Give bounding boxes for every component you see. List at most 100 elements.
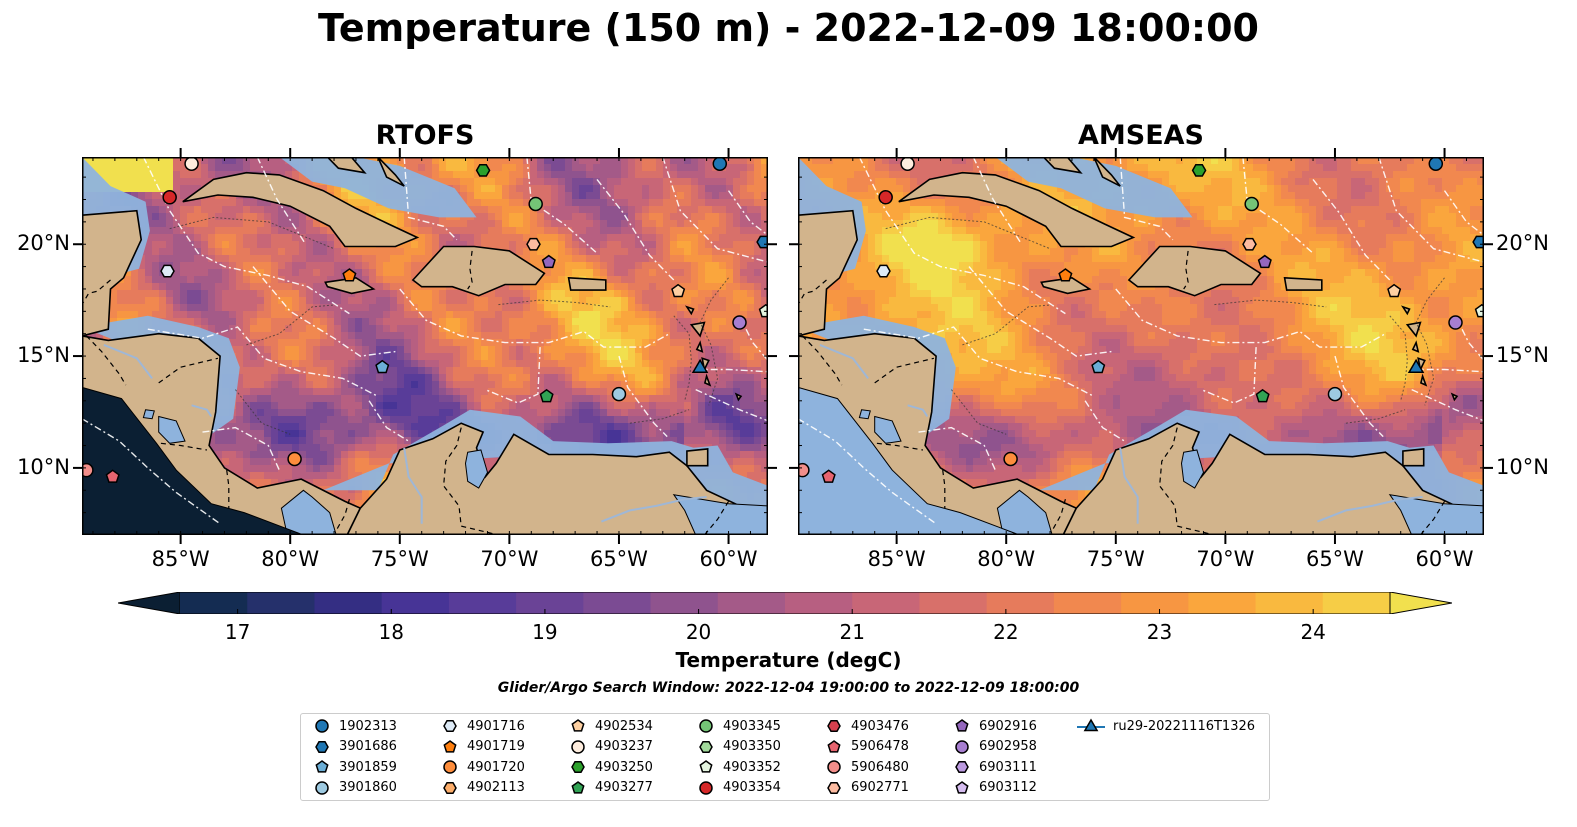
land-cuba (898, 171, 1136, 248)
legend-item: ru29-20221116T1326 (1077, 716, 1255, 736)
eez-boundary (526, 157, 598, 254)
map-panel-amseas (789, 148, 1493, 544)
eez-boundary (147, 326, 379, 397)
legend-item-label: 3901686 (339, 739, 397, 754)
water-maracaibo (464, 449, 489, 489)
water-nicaragua (158, 415, 186, 444)
country-border (335, 499, 350, 531)
legend-hexagon-icon (571, 761, 585, 773)
legend-item-label: 4901716 (467, 718, 525, 734)
water-maracaibo (1180, 449, 1205, 489)
legend-item-label: 6902916 (979, 718, 1037, 734)
float-marker-4903354 (162, 190, 177, 205)
river-line (191, 404, 213, 418)
colorbar-tick-label: 20 (685, 620, 712, 644)
land-barbados (1450, 392, 1459, 402)
legend-item: 5906480 (825, 757, 909, 777)
legend-hexagon-icon (827, 720, 841, 732)
legend-pentagon-icon (571, 780, 585, 794)
eez-boundary (82, 418, 221, 525)
eez-boundary (399, 288, 670, 348)
legend-item: 4903350 (697, 737, 781, 757)
glider-marker (691, 358, 709, 373)
land-southamerica (1062, 422, 1484, 535)
lat-tick-label: 10°N (1496, 454, 1549, 479)
country-border (876, 442, 924, 451)
shelf-shelf_bahamas (279, 157, 477, 218)
legend-marker-icon (315, 780, 329, 795)
axis-ticks (789, 148, 1493, 544)
isobath-line (699, 277, 729, 406)
water-pacific_panama (996, 489, 1053, 535)
eez-boundary (1115, 288, 1386, 348)
legend-item: 1902313 (313, 716, 397, 736)
figure-title: Temperature (150 m) - 2022-12-09 18:00:0… (317, 6, 1259, 50)
legend-item-label: 4903237 (595, 739, 653, 754)
land-barbados (734, 392, 743, 402)
legend-item-label: 4903350 (723, 739, 781, 754)
legend-circle-icon (699, 780, 713, 795)
lon-tick-label: 65°W (589, 547, 648, 571)
lon-tick-label: 70°W (480, 547, 539, 571)
float-marker-4903345 (528, 196, 543, 212)
legend-marker-icon (571, 780, 585, 794)
country-border (1419, 501, 1446, 535)
lon-tick-label: 65°W (1305, 547, 1364, 571)
country-border (801, 335, 843, 386)
legend-marker-icon (827, 739, 841, 753)
river-line (1317, 496, 1423, 523)
legend-item-label: 6903111 (979, 759, 1037, 775)
float-marker-3901860 (1327, 386, 1343, 402)
colorbar-segment (180, 592, 248, 614)
colorbar-segment (785, 592, 853, 614)
legend-hexagon-icon (827, 781, 841, 794)
float-marker-6902916 (541, 254, 556, 269)
legend-item: 4901720 (441, 757, 525, 777)
lat-tick-label: 10°N (17, 454, 70, 479)
lat-tick-label: 15°N (17, 343, 70, 368)
legend-item: 4903250 (569, 757, 653, 777)
water-nicaragua (874, 415, 902, 444)
colorbar-extend-low (117, 591, 181, 615)
colorbar-segment (717, 592, 786, 614)
country-border (1183, 250, 1189, 290)
land-lesser1 (1400, 305, 1411, 316)
eez-boundary (1312, 178, 1391, 281)
river-line (1119, 447, 1139, 524)
colorbar-tick-label: 17 (224, 620, 251, 644)
colorbar-segment (919, 592, 988, 614)
legend-item-label: 3901859 (339, 759, 397, 775)
legend-marker-icon (571, 739, 585, 754)
water-atlantic_sea (1388, 494, 1484, 535)
river-line (601, 496, 707, 523)
legend-item: 4903354 (697, 778, 781, 798)
legend-item-label: 5906480 (851, 759, 909, 775)
legend-item: 4903352 (697, 757, 781, 777)
eez-boundary (202, 426, 280, 471)
land-hispaniola (411, 245, 546, 297)
colorbar-segment (448, 592, 517, 614)
float-marker-4901720 (287, 451, 302, 467)
colorbar-tick-label: 24 (1300, 620, 1326, 644)
water-pacific_panama (280, 489, 337, 535)
eez-boundary (798, 418, 937, 525)
shelf-shelf_bahamas (995, 157, 1193, 218)
country-border (82, 279, 111, 305)
legend-marker-icon (443, 720, 457, 732)
lon-tick-label: 75°W (1086, 547, 1145, 571)
float-marker-3901860 (611, 386, 627, 402)
eez-boundary (972, 157, 1023, 245)
colorbar-segment (650, 592, 719, 614)
land-bahamas1 (326, 157, 367, 174)
float-marker-6902771 (526, 237, 541, 251)
legend-item-label: 4902534 (595, 718, 653, 734)
isobath-line (885, 216, 1051, 250)
legend-item-label: 4903277 (595, 780, 653, 795)
legend-item: 6902916 (953, 716, 1037, 736)
float-marker-4901720 (1003, 451, 1018, 467)
eez-boundary (368, 400, 409, 442)
isobath-line (498, 299, 611, 308)
legend-marker-icon (955, 761, 969, 773)
legend-marker-icon (699, 740, 713, 753)
legend-item: 6902771 (825, 778, 909, 798)
